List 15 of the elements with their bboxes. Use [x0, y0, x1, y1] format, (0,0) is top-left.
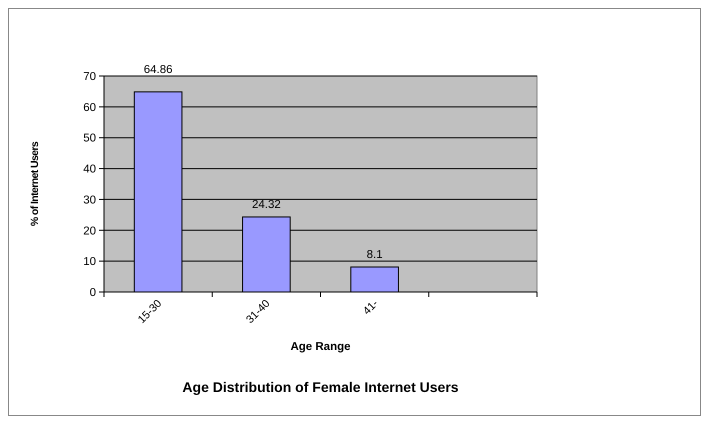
- data-label: 24.32: [252, 198, 281, 211]
- y-tick-label: 30: [83, 194, 96, 206]
- data-label: 8.1: [366, 249, 383, 262]
- y-tick-label: 70: [83, 71, 96, 84]
- text: Age Distribution of Female Internet Users: [182, 379, 459, 395]
- x-axis-title: Age Range: [290, 341, 351, 353]
- y-tick-label: 50: [83, 132, 96, 145]
- y-tick-label: 40: [83, 164, 96, 176]
- x-tick-label: 41-: [361, 297, 381, 318]
- y-axis-title: % of Internet Users: [29, 141, 41, 226]
- y-tick-label: 20: [83, 225, 96, 238]
- y-tick-label: 60: [83, 102, 96, 114]
- y-tick-label: 10: [83, 256, 96, 268]
- y-tick-label: 0: [90, 287, 96, 300]
- data-label: 64.86: [144, 64, 173, 76]
